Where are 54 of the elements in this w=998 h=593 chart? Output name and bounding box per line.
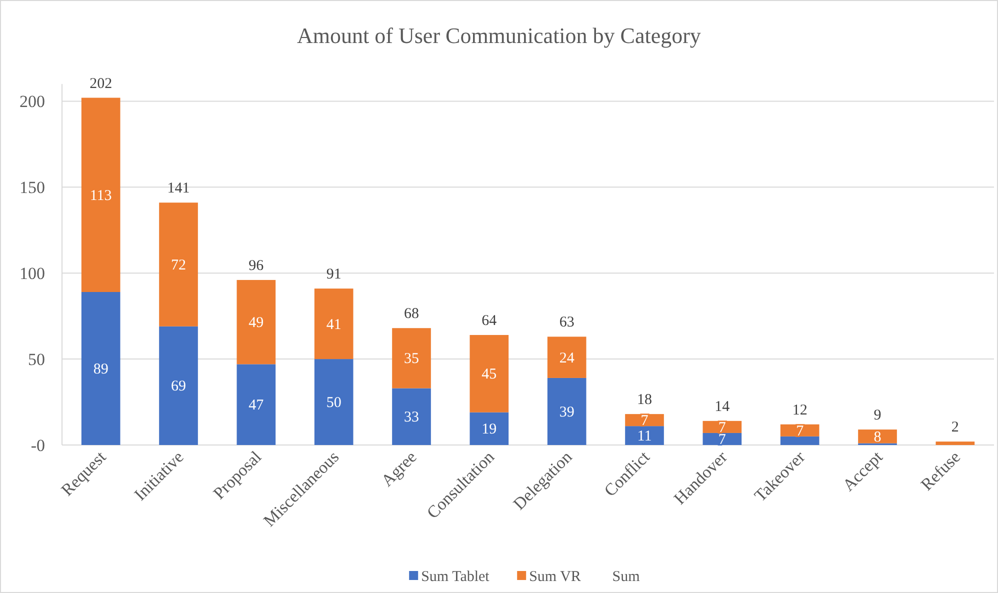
- bar: [470, 334, 509, 412]
- data-label: 47: [248, 398, 264, 414]
- chart-title: Amount of User Communication by Category: [297, 23, 701, 48]
- bar: [314, 359, 354, 445]
- text: Sum: [612, 569, 640, 585]
- data-label: 19: [482, 422, 497, 438]
- bar: [236, 364, 276, 445]
- data-label: 33: [404, 410, 419, 426]
- data-label: 7: [796, 423, 804, 440]
- data-label: 41: [326, 316, 342, 333]
- total-label: 12: [792, 402, 808, 418]
- legend-label: Sum Tablet: [421, 569, 490, 585]
- data-label: 8: [874, 429, 882, 446]
- data-label: 24: [559, 350, 575, 366]
- total-label: 9: [874, 408, 882, 424]
- bar: [314, 288, 354, 360]
- total-label: 18: [637, 392, 652, 408]
- total-label: 96: [248, 258, 264, 274]
- y-tick-label: -0: [30, 436, 45, 455]
- total-label: 2: [951, 420, 959, 436]
- data-label: 113: [90, 188, 112, 204]
- data-label: 49: [248, 315, 264, 332]
- data-label: 39: [559, 404, 574, 420]
- total-label: 141: [167, 180, 190, 197]
- data-label: 69: [171, 378, 186, 395]
- bar: [547, 378, 586, 445]
- total-label: 91: [326, 266, 342, 283]
- bar: [236, 280, 276, 364]
- y-tick-label: 100: [20, 264, 45, 284]
- total-label: 202: [90, 76, 112, 92]
- bar: [936, 442, 975, 445]
- bar: [81, 292, 120, 445]
- bar: [780, 436, 820, 445]
- bar: [81, 98, 120, 292]
- data-label: 7: [718, 432, 726, 448]
- legend-label: Sum VR: [529, 569, 581, 585]
- data-label: 72: [171, 258, 186, 274]
- total-label: 68: [404, 306, 419, 322]
- total-label: 64: [482, 312, 498, 329]
- total-label: 14: [714, 398, 730, 415]
- data-label: 35: [404, 351, 419, 368]
- bar: [159, 326, 198, 445]
- total-label: 63: [559, 314, 574, 331]
- data-label: 11: [637, 428, 652, 445]
- y-tick-label: 150: [20, 178, 45, 198]
- y-tick-label: 50: [28, 350, 45, 370]
- data-label: 45: [482, 366, 497, 383]
- data-label: 89: [93, 362, 108, 378]
- data-label: 7: [640, 413, 649, 430]
- data-label: 50: [326, 395, 342, 412]
- bar: [392, 388, 431, 445]
- y-tick-label: 200: [20, 92, 45, 112]
- bar: [159, 202, 198, 326]
- bar: [392, 328, 431, 388]
